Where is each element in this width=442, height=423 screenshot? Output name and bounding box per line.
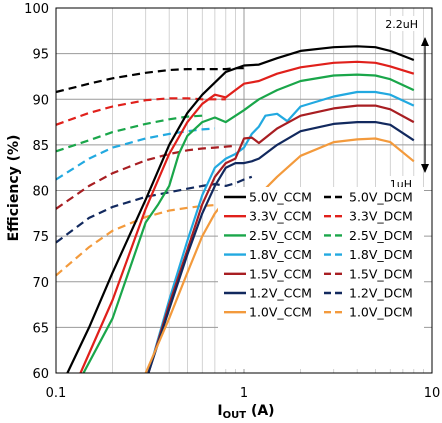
series-line-3-3v-ccm <box>79 60 415 374</box>
legend-label: 1.5V_CCM <box>249 266 312 281</box>
series-line-1-0v-dcm <box>55 203 226 277</box>
y-tick-label: 100 <box>24 2 49 17</box>
series-layer <box>55 45 415 374</box>
x-axis-title-unit: (A) <box>246 403 275 419</box>
x-axis-title-subscript: OUT <box>223 410 247 421</box>
x-axis-title: IOUT (A) <box>217 403 274 421</box>
legend-label: 1.8V_CCM <box>249 247 312 262</box>
arrow-head-down <box>421 164 429 173</box>
series-line-2-5v-dcm <box>55 114 203 153</box>
legend-label: 5.0V_CCM <box>249 190 312 205</box>
series-line-1-5v-ccm <box>147 104 415 374</box>
legend: 5.0V_CCM 5.0V_DCM 3.3V_CCM 3.3V_DCM 2.5V_CCM… <box>218 187 424 369</box>
series-line-1-8v-dcm <box>55 127 215 181</box>
legend-label: 1.5V_DCM <box>349 266 413 281</box>
legend-label: 1.8V_DCM <box>349 247 413 262</box>
annotation-2uh-background <box>378 16 420 31</box>
legend-label: 1.2V_DCM <box>349 286 413 301</box>
x-axis-title-main: I <box>217 403 222 419</box>
y-tick-label: 60 <box>32 367 49 382</box>
legend-box <box>218 187 424 369</box>
series-line-1-2v-ccm <box>147 120 415 374</box>
legend-label: 1.2V_CCM <box>249 286 312 301</box>
legend-label: 2.5V_CCM <box>249 228 312 243</box>
y-tick-label: 90 <box>32 93 49 108</box>
legend-label: 5.0V_DCM <box>349 190 413 205</box>
legend-label: 3.3V_DCM <box>349 209 413 224</box>
legend-label: 1.0V_DCM <box>349 305 413 320</box>
y-tick-label: 70 <box>32 276 49 291</box>
x-tick-label: 10 <box>424 386 441 401</box>
series-line-5-0v-dcm <box>55 67 244 94</box>
series-line-5-0v-ccm <box>66 45 415 374</box>
tick-labels: 60 65 70 75 80 85 90 95 100 0.1 1 10 <box>24 2 440 401</box>
arrow-head-up <box>421 37 429 46</box>
legend-label: 3.3V_CCM <box>249 209 312 224</box>
y-tick-label: 85 <box>32 139 49 154</box>
legend-label: 2.5V_DCM <box>349 228 413 243</box>
y-tick-label: 65 <box>32 321 49 336</box>
y-axis-title: Efficiency (%) <box>6 135 22 242</box>
series-line-2-5v-ccm <box>82 73 415 374</box>
y-tick-label: 75 <box>32 230 49 245</box>
legend-label: 1.0V_CCM <box>249 305 312 320</box>
annotation-2.2uh: 2.2uH <box>385 18 418 31</box>
series-line-1-5v-dcm <box>55 144 236 210</box>
y-tick-label: 95 <box>32 48 49 63</box>
y-tick-label: 80 <box>32 185 49 200</box>
series-line-3-3v-dcm <box>55 97 226 126</box>
plot-frame <box>55 7 433 374</box>
series-line-1-8v-ccm <box>147 90 415 374</box>
annotation-layer: 2.2uH 1uH <box>378 16 429 191</box>
x-tick-label: 1 <box>240 386 248 401</box>
x-tick-label: 0.1 <box>46 386 67 401</box>
